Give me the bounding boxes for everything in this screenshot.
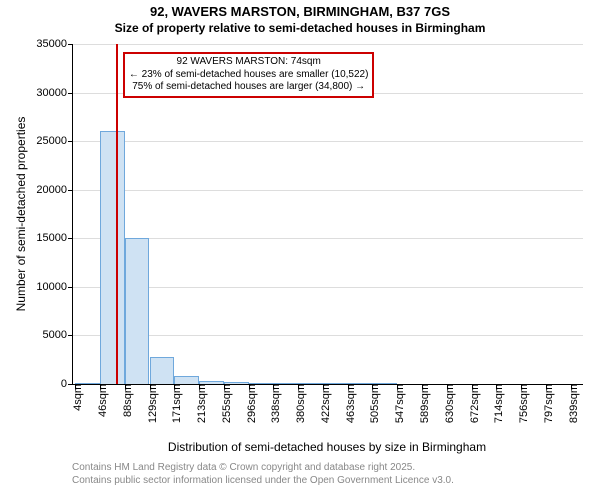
property-marker-line bbox=[116, 44, 118, 384]
gridline bbox=[73, 287, 583, 288]
plot-area: 050001000015000200002500030000350004sqm4… bbox=[72, 44, 583, 385]
y-axis-label: Number of semi-detached properties bbox=[14, 117, 28, 312]
ytick-label: 35000 bbox=[36, 38, 73, 50]
footer-line2: Contains public sector information licen… bbox=[72, 475, 454, 488]
xtick-label: 296sqm bbox=[240, 384, 258, 423]
ytick-label: 10000 bbox=[36, 281, 73, 293]
ytick-label: 5000 bbox=[43, 329, 73, 341]
footer-line1: Contains HM Land Registry data © Crown c… bbox=[72, 462, 454, 475]
ytick-label: 30000 bbox=[36, 87, 73, 99]
ytick-label: 25000 bbox=[36, 135, 73, 147]
xtick-label: 505sqm bbox=[363, 384, 381, 423]
chart-container: 92, WAVERS MARSTON, BIRMINGHAM, B37 7GS … bbox=[0, 0, 600, 500]
gridline bbox=[73, 238, 583, 239]
xtick-label: 129sqm bbox=[141, 384, 159, 423]
xtick-label: 338sqm bbox=[264, 384, 282, 423]
xtick-label: 672sqm bbox=[463, 384, 481, 423]
annotation-line2: ← 23% of semi-detached houses are smalle… bbox=[129, 69, 369, 82]
x-axis-label: Distribution of semi-detached houses by … bbox=[168, 440, 486, 454]
ytick-label: 15000 bbox=[36, 232, 73, 244]
gridline bbox=[73, 44, 583, 45]
histogram-bar bbox=[125, 238, 149, 384]
histogram-bar bbox=[100, 131, 125, 384]
annotation-box: 92 WAVERS MARSTON: 74sqm← 23% of semi-de… bbox=[123, 52, 375, 98]
xtick-label: 213sqm bbox=[190, 384, 208, 423]
histogram-bar bbox=[174, 376, 199, 384]
xtick-label: 255sqm bbox=[215, 384, 233, 423]
xtick-label: 380sqm bbox=[289, 384, 307, 423]
xtick-label: 547sqm bbox=[388, 384, 406, 423]
gridline bbox=[73, 335, 583, 336]
xtick-label: 797sqm bbox=[537, 384, 555, 423]
chart-title-line1: 92, WAVERS MARSTON, BIRMINGHAM, B37 7GS bbox=[0, 0, 600, 21]
gridline bbox=[73, 190, 583, 191]
xtick-label: 422sqm bbox=[314, 384, 332, 423]
gridline bbox=[73, 141, 583, 142]
xtick-label: 714sqm bbox=[487, 384, 505, 423]
xtick-label: 46sqm bbox=[91, 384, 109, 417]
chart-title-line2: Size of property relative to semi-detach… bbox=[0, 21, 600, 35]
xtick-label: 4sqm bbox=[66, 384, 84, 411]
xtick-label: 463sqm bbox=[339, 384, 357, 423]
ytick-label: 20000 bbox=[36, 184, 73, 196]
xtick-label: 171sqm bbox=[165, 384, 183, 423]
footer-attribution: Contains HM Land Registry data © Crown c… bbox=[72, 462, 454, 487]
xtick-label: 756sqm bbox=[512, 384, 530, 423]
xtick-label: 630sqm bbox=[438, 384, 456, 423]
annotation-line1: 92 WAVERS MARSTON: 74sqm bbox=[129, 56, 369, 69]
xtick-label: 839sqm bbox=[562, 384, 580, 423]
annotation-line3: 75% of semi-detached houses are larger (… bbox=[129, 81, 369, 94]
xtick-label: 88sqm bbox=[116, 384, 134, 417]
xtick-label: 589sqm bbox=[413, 384, 431, 423]
histogram-bar bbox=[150, 357, 175, 384]
